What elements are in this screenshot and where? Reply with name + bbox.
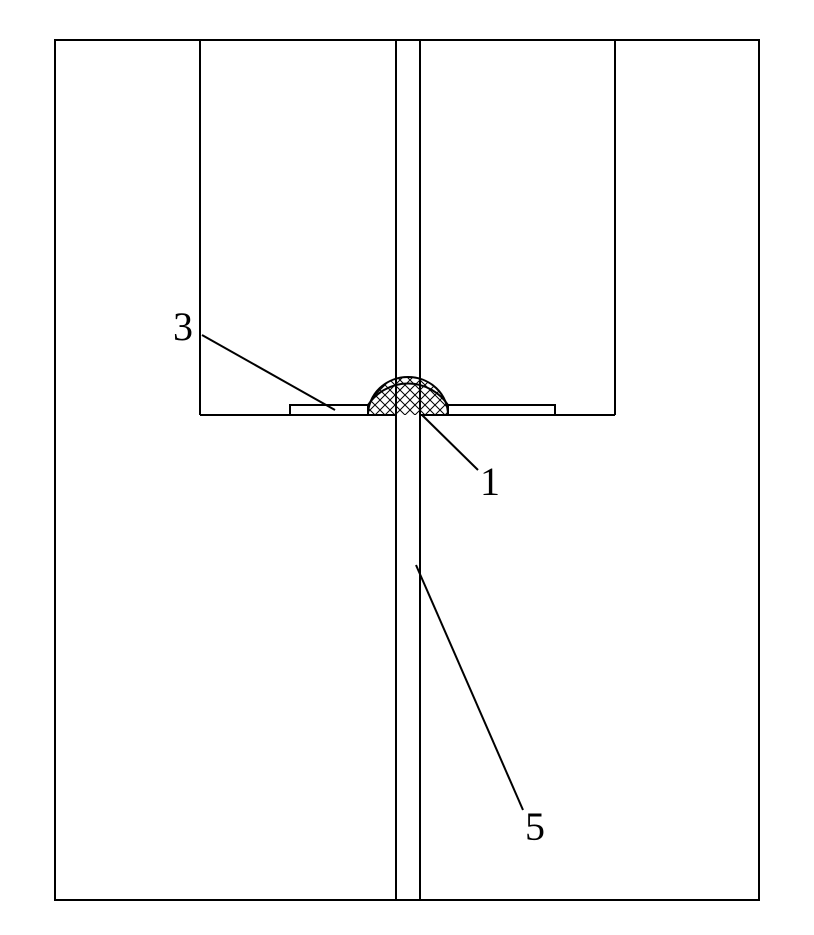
gasket-hatched — [368, 377, 448, 453]
outer-frame — [55, 40, 759, 900]
label-1-leader — [422, 415, 478, 470]
label-3-leader — [202, 335, 335, 410]
technical-drawing: 3 1 5 — [0, 0, 814, 935]
label-1: 1 — [480, 459, 500, 504]
plate-right-flat — [448, 405, 555, 415]
label-5: 5 — [525, 804, 545, 849]
labels-group: 3 1 5 — [173, 304, 545, 849]
label-3: 3 — [173, 304, 193, 349]
label-5-leader — [416, 565, 523, 810]
structure-group — [55, 40, 759, 900]
hatch-group — [368, 377, 448, 453]
